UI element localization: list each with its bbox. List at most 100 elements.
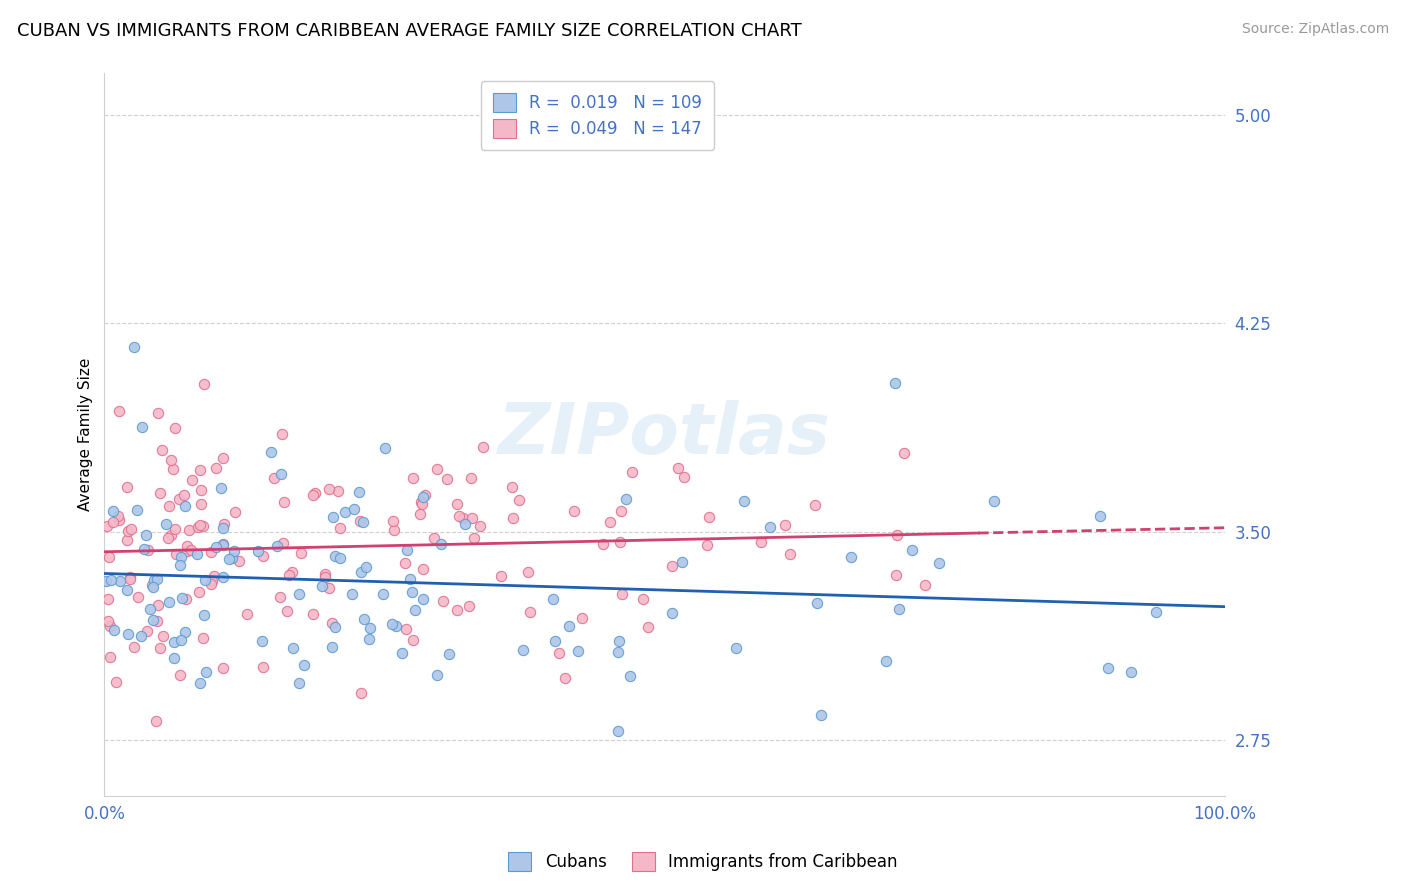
Point [508,492,530,507]
Point [278,567,301,582]
Point [673,470,696,484]
Point [543,592,565,607]
Point [425,461,447,475]
Point [152,442,174,457]
Point [430,537,453,551]
Point [108,574,131,588]
Point [928,556,950,570]
Point [620,465,643,479]
Point [193,631,215,645]
Point [314,566,336,581]
Point [359,632,381,646]
Point [616,492,638,507]
Point [343,502,366,516]
Point [810,707,832,722]
Point [193,377,215,392]
Point [401,585,423,599]
Point [460,510,482,524]
Point [105,674,128,689]
Point [460,471,482,485]
Point [759,520,782,534]
Point [606,723,628,738]
Point [181,473,204,487]
Point [335,505,357,519]
Point [318,581,340,595]
Point [839,549,862,564]
Point [122,640,145,654]
Point [97,614,120,628]
Point [155,516,177,531]
Point [696,538,718,552]
Point [318,483,340,497]
Point [671,555,693,569]
Point [260,445,283,459]
Point [893,446,915,460]
Point [162,462,184,476]
Point [125,503,148,517]
Point [127,590,149,604]
Point [170,550,193,565]
Point [311,580,333,594]
Point [195,665,218,680]
Point [439,647,461,661]
Point [517,565,540,579]
Point [875,654,897,668]
Point [607,645,630,659]
Point [610,504,633,518]
Point [252,549,274,564]
Point [356,560,378,574]
Point [118,570,141,584]
Point [350,565,373,579]
Point [174,625,197,640]
Point [612,587,634,601]
Point [631,592,654,607]
Point [136,542,159,557]
Point [228,554,250,568]
Point [381,616,404,631]
Point [202,568,225,582]
Point [280,565,302,579]
Point [328,484,350,499]
Point [97,591,120,606]
Point [173,500,195,514]
Point [103,623,125,637]
Point [132,542,155,557]
Point [145,714,167,728]
Point [176,543,198,558]
Point [146,572,169,586]
Point [122,340,145,354]
Point [167,491,190,506]
Point [304,485,326,500]
Point [502,510,524,524]
Point [340,587,363,601]
Point [290,546,312,560]
Point [135,527,157,541]
Point [222,544,245,558]
Point [218,551,240,566]
Point [281,641,304,656]
Point [501,480,523,494]
Point [983,494,1005,508]
Point [131,629,153,643]
Point [190,483,212,498]
Point [544,634,567,648]
Point [163,635,186,649]
Point [204,461,226,475]
Point [270,467,292,481]
Point [1144,605,1167,619]
Point [188,675,211,690]
Point [329,551,352,566]
Point [160,452,183,467]
Point [571,611,593,625]
Point [323,549,346,564]
Point [236,607,259,622]
Point [349,514,371,528]
Point [157,499,180,513]
Point [548,646,571,660]
Point [391,646,413,660]
Point [321,640,343,655]
Point [609,535,631,549]
Point [98,619,121,633]
Point [224,505,246,519]
Point [697,510,720,524]
